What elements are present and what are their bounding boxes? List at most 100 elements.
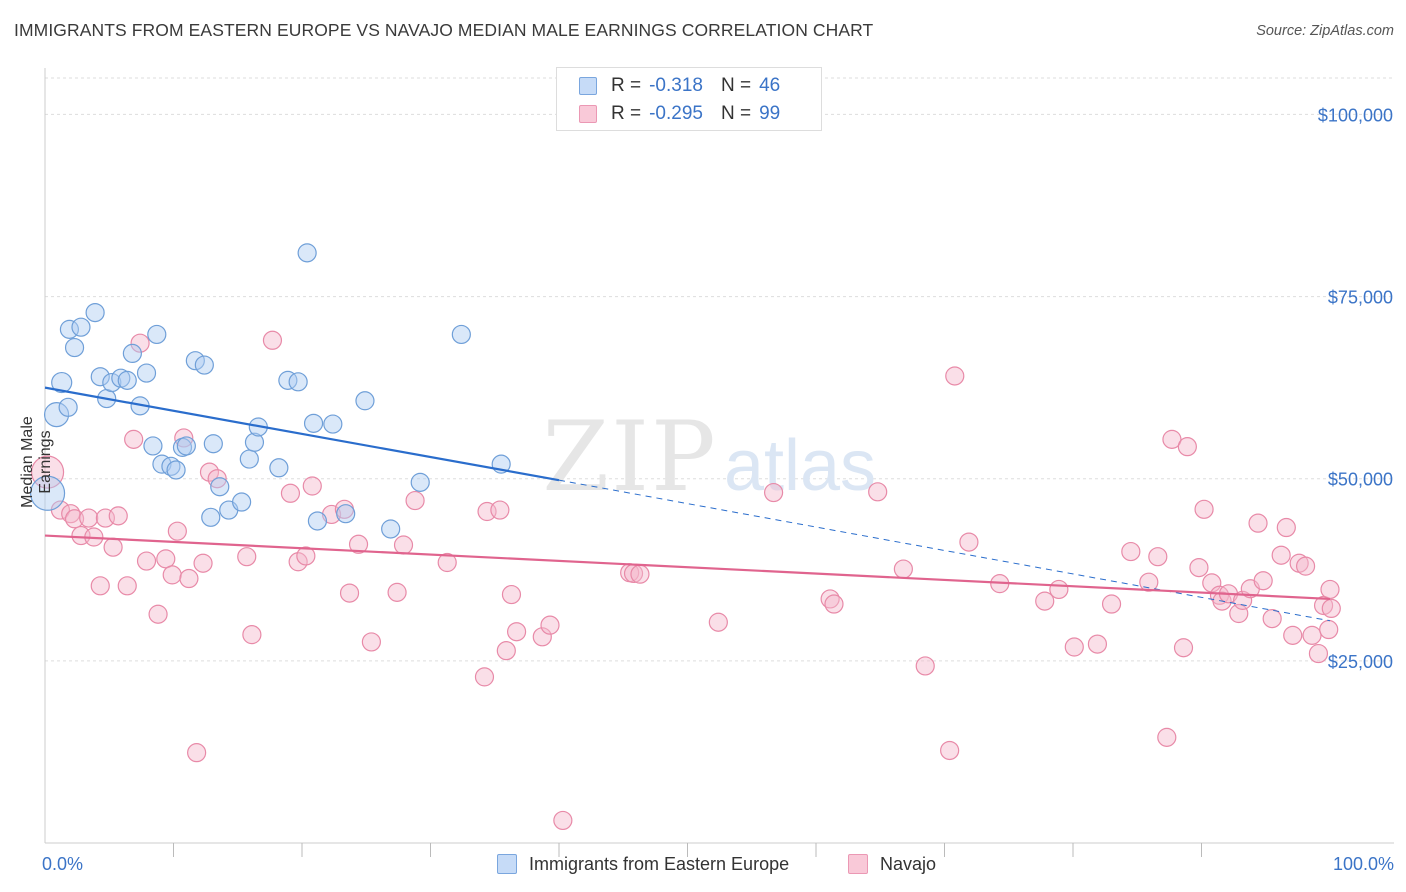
legend-row-navajo: R = -0.295 N = 99	[579, 102, 780, 126]
navajo-point	[708, 612, 728, 632]
eastern-europe-point	[64, 337, 85, 358]
eastern-europe-point	[210, 477, 230, 497]
eastern-europe-point	[43, 402, 70, 428]
navajo-point	[1271, 545, 1291, 565]
navajo-point	[103, 537, 123, 557]
navajo-point	[1049, 579, 1069, 600]
navajo-point	[193, 553, 213, 573]
navajo-point	[763, 482, 784, 503]
bottom-legend-swatch-blue	[497, 854, 517, 874]
navajo-point	[242, 625, 262, 645]
navajo-point	[824, 594, 844, 614]
navajo-point	[162, 565, 182, 585]
navajo-point	[1320, 579, 1340, 600]
navajo-point	[1189, 557, 1209, 578]
navajo-point	[1064, 637, 1084, 657]
eastern-europe-point	[451, 324, 471, 345]
navajo-point	[945, 366, 965, 386]
navajo-point	[506, 622, 527, 642]
navajo-point	[540, 615, 560, 635]
y-tick-label: $75,000	[1328, 288, 1393, 308]
navajo-point	[1035, 591, 1055, 611]
eastern-europe-point	[102, 372, 122, 393]
y-tick-label: $25,000	[1328, 652, 1393, 672]
eastern-europe-point	[303, 413, 324, 433]
eastern-europe-point	[90, 367, 110, 387]
bottom-legend-label-pink: Navajo	[880, 853, 937, 874]
navajo-point	[915, 656, 935, 676]
eastern-europe-point	[176, 436, 196, 456]
axes	[44, 68, 1394, 857]
navajo-point	[1177, 437, 1197, 457]
eastern-europe-point	[59, 319, 80, 339]
navajo-point	[280, 483, 301, 503]
navajo-point	[207, 469, 227, 489]
navajo-point	[1157, 727, 1177, 747]
navajo-point	[1321, 598, 1341, 619]
navajo-point	[490, 500, 510, 520]
eastern-europe-point	[244, 432, 265, 452]
navajo-point	[124, 429, 144, 449]
eastern-europe-point	[201, 507, 221, 527]
x-tick-label: 0.0%	[42, 854, 83, 874]
eastern-europe-point	[166, 460, 186, 480]
navajo-point	[30, 455, 65, 489]
bottom-legend-eastern-europe: Immigrants from Eastern Europe	[497, 851, 789, 877]
navajo-point	[868, 482, 888, 502]
navajo-point	[1276, 517, 1296, 538]
eastern-europe-point	[307, 511, 328, 531]
eastern-europe-point	[122, 343, 142, 363]
navajo-trendline	[44, 534, 1331, 601]
navajo-point	[348, 534, 369, 554]
watermark-atlas: atlas	[724, 426, 876, 506]
eastern-europe-point	[194, 355, 214, 375]
legend-n-label: N =	[720, 103, 752, 124]
eastern-europe-point	[85, 303, 105, 323]
navajo-point	[1295, 556, 1316, 576]
legend-r-label: R =	[611, 75, 642, 96]
chart-title: IMMIGRANTS FROM EASTERN EUROPE VS NAVAJO…	[14, 20, 874, 40]
navajo-point	[64, 509, 85, 529]
eastern-europe-point	[381, 519, 401, 539]
navajo-point	[959, 532, 979, 552]
navajo-point	[1087, 634, 1108, 654]
navajo-point	[1308, 643, 1329, 664]
navajo-point	[1194, 499, 1214, 519]
eastern-europe-trendline-extension	[558, 479, 1331, 622]
navajo-point	[1253, 571, 1273, 591]
y-tick-label: $50,000	[1328, 470, 1393, 490]
eastern-europe-point	[232, 492, 252, 512]
navajo-point	[393, 535, 414, 555]
eastern-europe-point	[161, 456, 181, 476]
navajo-point	[630, 564, 650, 584]
eastern-europe-point	[136, 363, 157, 383]
navajo-point	[237, 547, 257, 567]
navajo-point	[532, 627, 552, 647]
navajo-point	[387, 582, 407, 602]
watermark: ZIP atlas	[542, 401, 876, 513]
navajo-point	[496, 641, 516, 661]
watermark-zip: ZIP	[542, 401, 717, 513]
navajo-point	[90, 576, 110, 596]
navajo-point	[187, 743, 207, 763]
navajo-point	[179, 568, 199, 589]
navajo-point	[296, 546, 316, 566]
legend-swatch-pink	[579, 105, 597, 123]
navajo-point	[820, 589, 840, 609]
navajo-point	[117, 576, 137, 596]
navajo-point	[148, 604, 168, 624]
navajo-point	[79, 508, 99, 528]
navajo-point	[1262, 608, 1282, 629]
navajo-point	[1162, 429, 1182, 449]
navajo-point	[1121, 541, 1141, 562]
navajo-point	[893, 559, 913, 579]
navajo-point	[199, 462, 220, 482]
eastern-europe-point	[203, 434, 223, 454]
navajo-point	[262, 330, 283, 350]
legend-row-eastern-europe: R = -0.318 N = 46	[579, 74, 780, 98]
navajo-point	[501, 584, 522, 605]
eastern-europe-point	[278, 370, 298, 390]
bottom-legend-navajo: Navajo	[848, 851, 936, 877]
navajo-point	[1319, 619, 1339, 640]
x-tick-label: 100.0%	[1333, 854, 1394, 874]
